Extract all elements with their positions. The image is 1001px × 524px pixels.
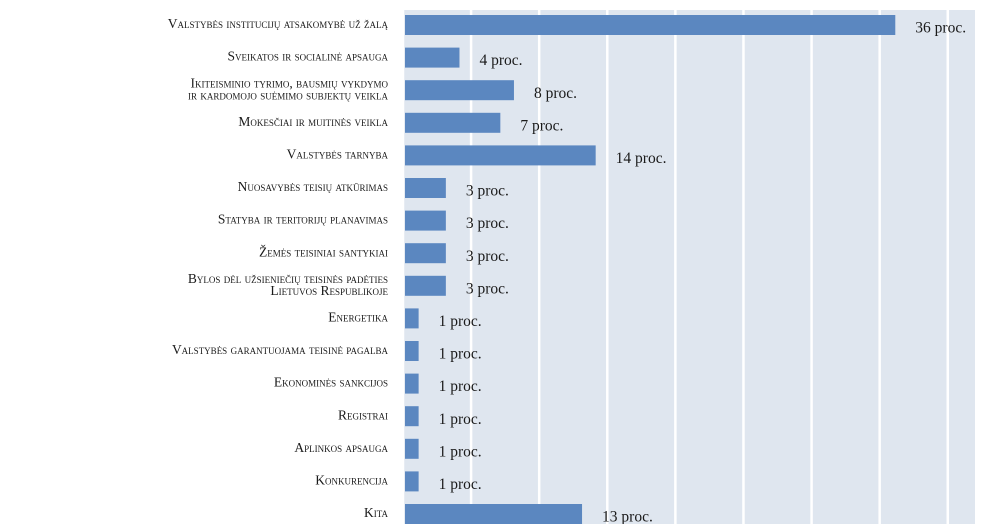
category-label: Kita — [364, 505, 389, 520]
category-label: Ikiteisminio tyrimo, bausmių vykdymo — [191, 75, 389, 90]
value-label: 14 proc. — [616, 150, 667, 167]
bar — [405, 15, 896, 35]
bar — [405, 112, 501, 133]
bar — [405, 438, 419, 459]
category-label: Valstybės garantuojama teisinė pagalba — [172, 342, 389, 357]
value-label: 8 proc. — [534, 85, 577, 102]
bar — [405, 80, 514, 101]
category-label: Valstybės institucijų atsakomybė už žalą — [168, 16, 389, 31]
value-label: 3 proc. — [466, 280, 509, 297]
bar — [405, 504, 583, 524]
bar — [405, 243, 446, 264]
value-label: 3 proc. — [466, 248, 509, 265]
bar — [405, 308, 419, 329]
category-label: Žemės teisiniai santykiai — [259, 244, 388, 259]
category-label: Aplinkos apsauga — [294, 440, 388, 455]
bar — [405, 145, 596, 166]
value-label: 1 proc. — [439, 443, 482, 460]
bar — [405, 178, 446, 198]
category-label: Nuosavybės teisių atkūrimas — [238, 179, 388, 194]
category-label: Statyba ir teritorijų planavimas — [218, 212, 388, 227]
category-label: Sveikatos ir socialinė apsauga — [228, 49, 389, 64]
value-label: 3 proc. — [466, 215, 509, 232]
value-label: 4 proc. — [479, 52, 522, 69]
value-label: 36 proc. — [915, 20, 966, 37]
category-label: Valstybės tarnyba — [287, 146, 389, 161]
category-label: ir kardomojo suėmimo subjektų veikla — [188, 87, 389, 102]
value-label: 7 proc. — [520, 117, 563, 134]
bar — [405, 406, 419, 427]
category-label: Mokesčiai ir muitinės veikla — [238, 114, 388, 129]
bar — [405, 210, 446, 231]
category-label: Lietuvos Respublikoje — [270, 283, 388, 298]
value-label: 3 proc. — [466, 183, 509, 200]
bar — [405, 47, 460, 68]
category-label: Bylos dėl užsieniečių teisinės padėties — [188, 271, 388, 286]
category-label: Konkurencija — [315, 472, 388, 487]
value-label: 1 proc. — [439, 378, 482, 395]
category-label: Ekonominės sankcijos — [274, 375, 388, 390]
bar — [405, 373, 419, 394]
value-label: 1 proc. — [439, 313, 482, 330]
value-label: 1 proc. — [439, 411, 482, 428]
value-label: 13 proc. — [602, 509, 653, 524]
value-label: 1 proc. — [439, 346, 482, 363]
value-label: 1 proc. — [439, 476, 482, 493]
bar — [405, 471, 419, 492]
bar — [405, 341, 419, 361]
bar — [405, 275, 446, 296]
category-label: Energetika — [328, 309, 388, 324]
category-label: Registrai — [338, 407, 388, 422]
